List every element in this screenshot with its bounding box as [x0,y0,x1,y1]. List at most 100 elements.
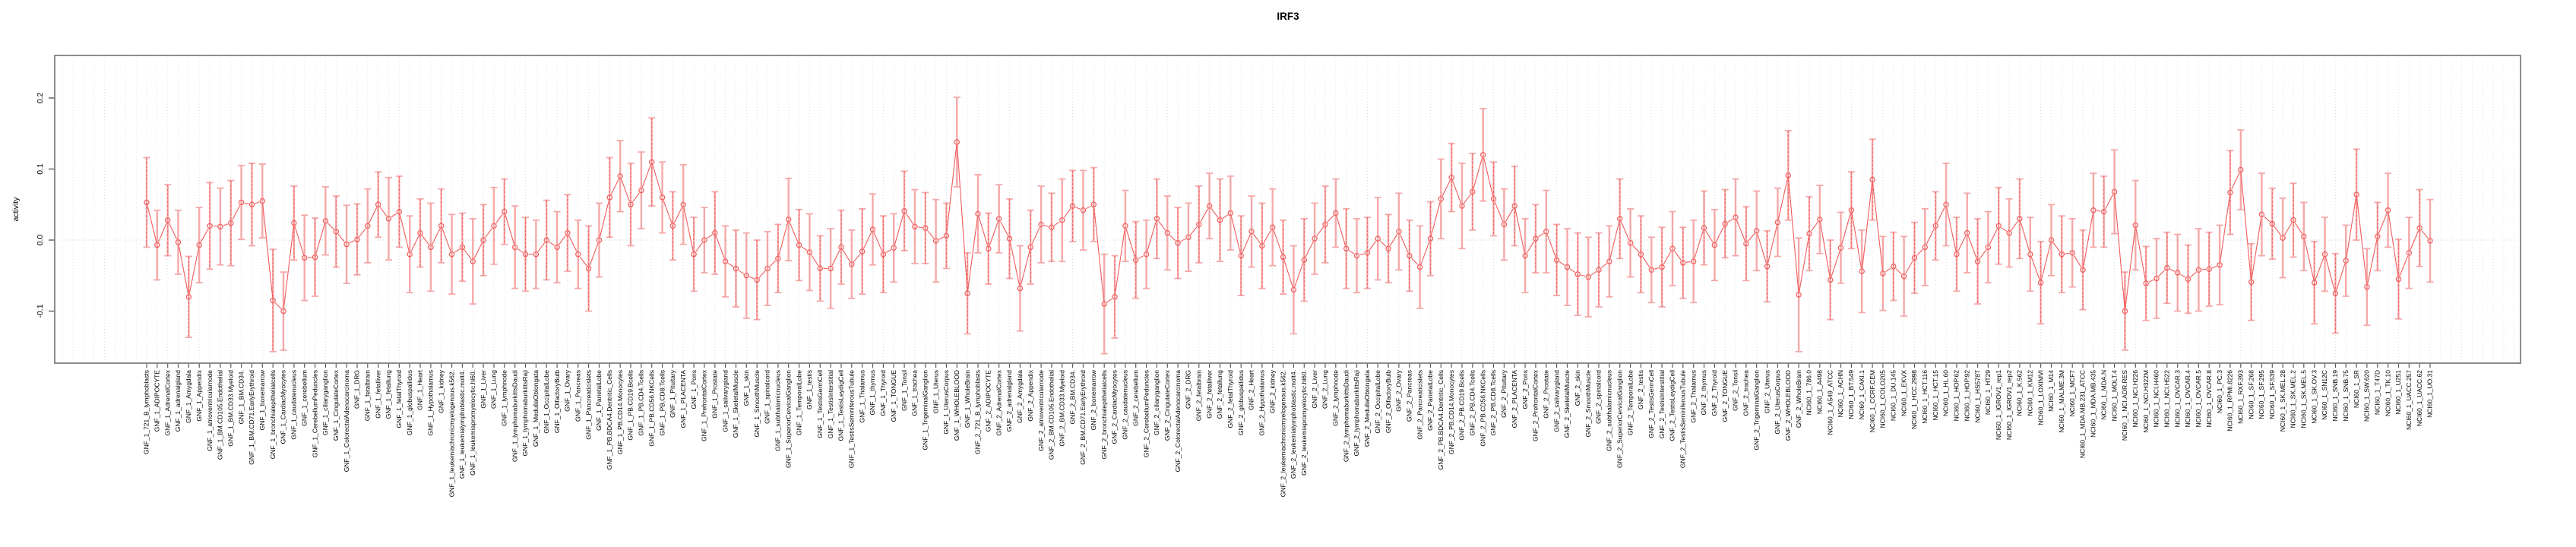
series-line-segment [1505,208,1514,223]
data-point [2343,258,2349,264]
error-bar [2331,252,2339,334]
data-point [2311,280,2318,286]
x-tick-label: GNF_2_CingulateCortex [1163,369,1171,441]
series-line-segment [2315,257,2324,280]
x-tick-label: GNF_1_TrigeminalGanglion [922,370,929,451]
error-bar [2426,198,2434,283]
error-bar [206,182,214,270]
data-point [943,232,950,239]
error-bar [2048,204,2055,277]
data-point [986,245,992,251]
series-line-segment [1820,222,1831,277]
data-point [1175,240,1181,246]
series-line-segment [1125,229,1136,258]
error-bar [1805,196,1813,272]
error-bar [427,202,435,292]
error-bar [2363,248,2371,327]
x-tick-label: GNF_1_Heart [416,369,424,410]
x-tick-label: GNF_1_ciliaryganglion [321,370,329,435]
x-tick-label: GNF_2_721_B_lymphoblasts [974,370,982,454]
error-bar [1090,166,1097,242]
x-tick-label: GNF_1_CardiacMyocytes [280,370,287,444]
error-bar [1300,217,1308,302]
data-point [1396,229,1402,235]
y-tick-label: 0.1 [36,163,45,175]
x-tick-label: NCI60_1_U251 [2394,370,2402,415]
error-bar [796,208,803,282]
data-point [596,237,603,243]
x-tick-label: GNF_1_721_B_lymphoblasts [143,370,150,454]
error-bar [2058,215,2065,294]
data-point [1711,242,1718,248]
error-bar [1163,195,1171,271]
error-bar [1185,202,1192,273]
series-line-segment [842,249,851,262]
error-bar [1942,163,1950,247]
x-tick-label: GNF_1_lymphnode [501,370,508,426]
series-line-segment [410,236,419,252]
series-line-segment [1336,216,1347,246]
data-point [1427,236,1434,242]
series-line-segment [2294,223,2303,235]
x-tick-label: NCI60_1_OVCAR.3 [2173,370,2181,428]
data-point [248,201,255,207]
data-point [1259,242,1265,249]
data-point [1880,270,1886,277]
error-bar [227,179,235,267]
x-tick-label: GNF_1_spinalcord [764,370,771,424]
x-tick-label: GNF_2_TrigeminalGanglion [1752,370,1760,451]
series-line-segment [1916,248,1923,256]
data-point [259,198,265,204]
error-bar [1080,169,1087,251]
x-tick-label: GNF_1_TestisLeydigCell [837,370,845,441]
series-line-segment [2240,172,2252,280]
series-line-segment [778,222,789,256]
data-point [1943,201,1949,207]
series-line-segment [1441,180,1451,197]
data-point [343,241,350,248]
series-line-segment [811,255,819,267]
x-tick-label: NCI60_1_UACC.62 [2416,370,2423,426]
series-line-segment [1514,209,1525,253]
series-line-segment [441,229,451,251]
error-bar [1584,236,1592,318]
series-line-segment [454,248,460,253]
data-point [1553,257,1560,263]
x-tick-label: NCI60_1_IGROV1_rep2 [2005,370,2013,440]
x-tick-label: GNF_2_PLACENTA [1511,370,1518,428]
error-bar [438,188,445,264]
series-line-segment [178,245,189,294]
error-bar [1964,192,1971,274]
error-bar [627,163,635,247]
x-tick-label: NCI60_1_HS578T [1973,370,1981,422]
series-line-segment [1379,240,1387,247]
x-tick-label: GNF_2_TestisLeydigCell [1669,370,1676,441]
x-tick-label: GNF_1_Appendix [195,369,203,421]
x-tick-label: GNF_1_TemporalLobe [795,370,802,435]
error-bar [1416,225,1424,309]
data-point [1312,236,1318,242]
x-tick-label: GNF_2_Hypothalamus [1258,370,1266,435]
data-point [291,220,297,226]
data-point [1848,207,1855,213]
data-point [733,265,739,272]
series-line-segment [1851,213,1862,269]
series-line-segment [1054,221,1060,226]
x-tick-label: NCI60_1_SF.295 [2258,370,2265,419]
x-tick-label: NCI60_1_NCI.H460 [2153,370,2160,428]
x-tick-label: GNF_1_TestisGermCell [816,370,824,438]
data-point [2321,251,2328,258]
data-point [1049,224,1055,230]
x-tick-label: GNF_2_caudatenucleus [1122,370,1129,440]
series-line-segment [2399,255,2409,277]
x-tick-label: GNF_1_lymphomaburkittsDaudi [511,370,518,462]
series-line-segment [1043,224,1049,227]
error-bar [1679,226,1687,299]
data-point [1869,176,1875,183]
error-bar [501,178,508,245]
data-point [1837,245,1844,251]
x-tick-label: GNF_1_TONGUE [890,370,897,422]
x-tick-label: GNF_1_MedullaOblongata [532,370,540,447]
series-line-segment [1715,226,1724,243]
x-tick-label: GNF_1_ColorectalAdenocarcinoma [343,370,350,472]
